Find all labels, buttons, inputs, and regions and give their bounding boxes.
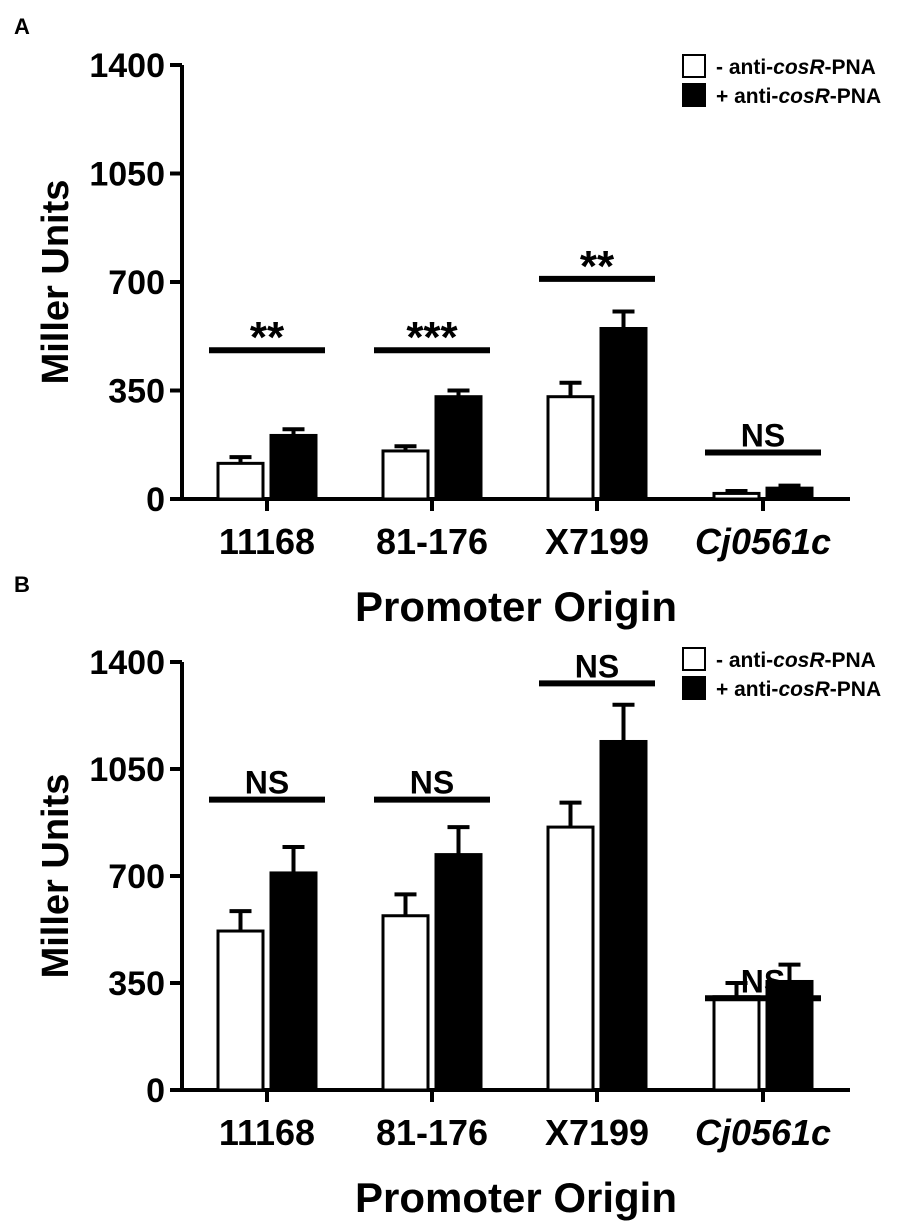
legend-label: - anti-cosR-PNA [716,56,876,79]
panel-label: B [14,572,30,597]
bar [269,433,318,501]
legend-label-part: -PNA [830,678,881,701]
legend-label: - anti-cosR-PNA [716,649,876,672]
y-tick-label: 1050 [89,751,165,789]
y-tick-label: 1400 [89,644,165,682]
bar [712,995,761,1092]
y-tick-label: 0 [146,1072,165,1110]
significance-label: NS [575,648,619,684]
significance-label: NS [741,963,785,999]
y-tick-label: 700 [108,264,165,302]
bar [216,929,265,1092]
x-tick-label: Cj0561c [695,1112,831,1153]
y-tick-label: 350 [108,373,165,411]
significance-label: ** [580,242,615,291]
legend-label-part: + anti- [716,85,778,108]
x-tick-label: Cj0561c [695,521,831,562]
legend-label-part: - anti- [716,56,773,79]
legend-label-part: cosR [773,649,825,672]
y-axis-title: Miller Units [35,774,77,979]
legend-label-part: - anti- [716,649,773,672]
x-axis-title: Promoter Origin [355,1174,677,1221]
x-tick-label: X7199 [545,521,649,562]
legend-swatch [682,647,706,671]
y-tick-label: 700 [108,858,165,896]
x-tick-label: 11168 [219,1112,315,1153]
bar [434,853,483,1092]
legend-label-part: cosR [778,85,830,108]
bar [269,871,318,1092]
bar [599,327,648,501]
bar [765,486,814,501]
significance-label: NS [410,765,454,801]
legend-swatch [682,676,706,700]
legend-label-part: cosR [773,56,825,79]
bar [381,449,430,501]
bar [216,461,265,501]
legend-label-part: -PNA [825,56,876,79]
significance-label: ** [250,313,285,362]
panel-b: B 0 350 700 1050 1400 11168 81-176 X7199 Cj0561c M… [14,572,881,1221]
y-tick-label: 1050 [89,156,165,194]
legend-label: + anti-cosR-PNA [716,678,881,701]
legend-swatch [682,83,706,107]
legend-label-part: + anti- [716,678,778,701]
y-tick-label: 350 [108,965,165,1003]
legend-label-part: -PNA [830,85,881,108]
bar [546,825,595,1092]
panel-label: A [14,14,30,39]
x-tick-label: X7199 [545,1112,649,1153]
y-tick-label: 0 [146,481,165,519]
bar [712,491,761,501]
legend-label: + anti-cosR-PNA [716,85,881,108]
x-tick-label: 81-176 [376,1112,488,1153]
legend-label-part: cosR [778,678,830,701]
legend-swatch [682,54,706,78]
x-tick-label: 81-176 [376,521,488,562]
x-axis-title: Promoter Origin [355,583,677,630]
bar [381,914,430,1092]
legend: - anti-cosR-PNA+ anti-cosR-PNA [682,54,881,108]
bar [546,395,595,501]
significance-label: NS [741,418,785,454]
y-axis-title: Miller Units [35,180,77,385]
significance-label: *** [406,313,458,362]
legend: - anti-cosR-PNA+ anti-cosR-PNA [682,647,881,701]
x-tick-label: 11168 [219,521,315,562]
panel-a: A 0 350 700 1050 1400 11168 81-176 X7199 Cj0561c M… [14,14,881,630]
bar [434,395,483,501]
legend-label-part: -PNA [825,649,876,672]
significance-label: NS [245,765,289,801]
y-tick-label: 1400 [89,47,165,85]
bar [599,739,648,1092]
